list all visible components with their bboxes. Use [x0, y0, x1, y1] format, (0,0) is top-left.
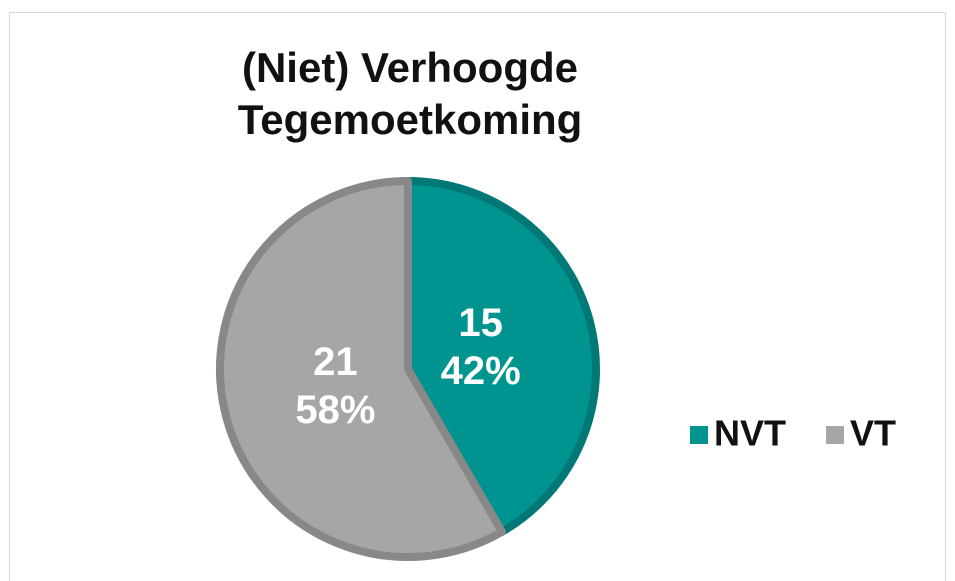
- chart-title: (Niet) Verhoogde Tegemoetkoming: [237, 44, 583, 143]
- legend-label: VT: [850, 413, 896, 454]
- pie-slice: [216, 177, 506, 561]
- legend-label: NVT: [714, 413, 786, 454]
- legend-swatch: [826, 426, 844, 444]
- data-label-percent: 42%: [441, 349, 521, 393]
- legend-swatch: [690, 426, 708, 444]
- data-label-percent: 58%: [295, 388, 375, 432]
- data-label-value: 21: [313, 340, 358, 384]
- data-label-value: 15: [458, 301, 503, 345]
- chart-frame: [9, 12, 946, 581]
